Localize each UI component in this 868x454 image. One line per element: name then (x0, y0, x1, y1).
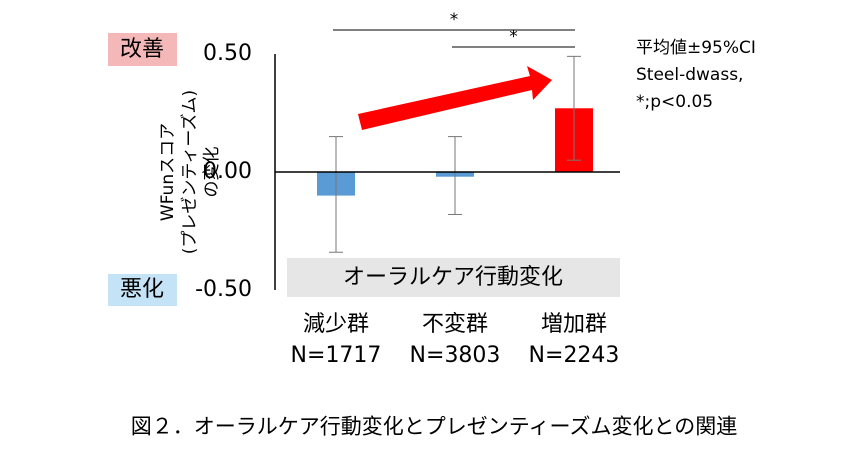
worsen-box (108, 274, 177, 306)
significance-label: * (509, 27, 518, 47)
y-tick-label: 0.50 (203, 41, 252, 66)
y-tick-label: -0.50 (195, 277, 252, 302)
x-tick-label: 不変群 (422, 312, 488, 337)
y-tick-label: 0.00 (203, 159, 252, 184)
y-label: WFunスコア (プレゼンティーズム) の変化 (158, 90, 222, 254)
significance-label: * (450, 10, 459, 30)
error-bar (329, 136, 343, 253)
x-label-box (287, 258, 620, 297)
annotation: Steel-dwass, (636, 65, 743, 85)
error-bar (567, 55, 581, 161)
annotation: 平均値±95%CI (636, 38, 756, 58)
x-tick-label: 減少群 (303, 312, 369, 337)
improve-box (108, 33, 177, 66)
y-label-line: (プレゼンティーズム) (180, 90, 200, 254)
y-label-line: の変化 (202, 147, 222, 198)
error-bar (448, 136, 462, 215)
worsen-label: 悪化 (120, 277, 164, 302)
x-tick-label: 増加群 (541, 312, 607, 337)
y-label-line: WFunスコア (158, 123, 178, 221)
annotation: *;p<0.05 (636, 92, 713, 112)
n-label: N=2243 (529, 343, 620, 368)
caption: 図２．オーラルケア行動変化とプレゼンティーズム変化との関連 (131, 415, 737, 439)
x-label: オーラルケア行動変化 (343, 265, 563, 290)
n-label: N=1717 (291, 343, 382, 368)
n-label: N=3803 (410, 343, 501, 368)
improve-label: 改善 (120, 37, 164, 62)
trend-arrow (358, 66, 552, 130)
